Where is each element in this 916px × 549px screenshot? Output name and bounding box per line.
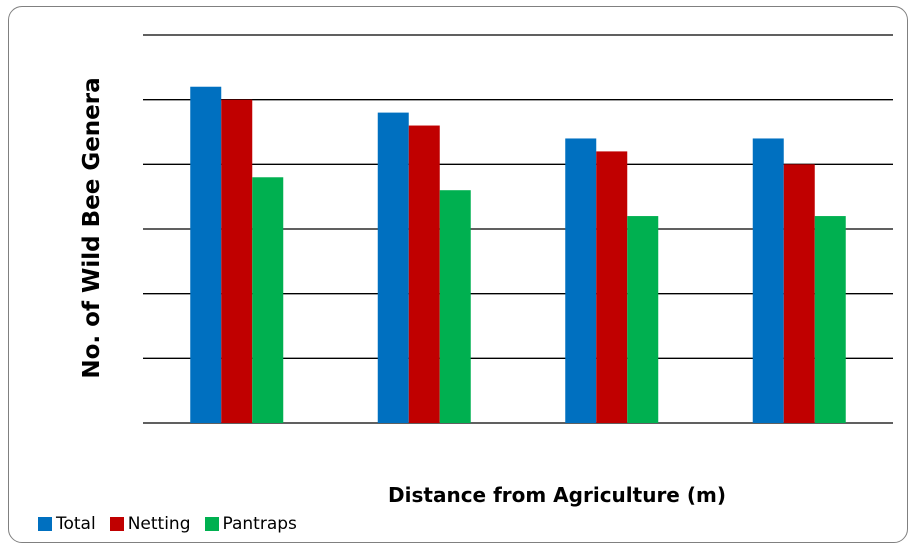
legend-swatch-total [38,517,52,531]
bar-netting-1 [221,99,253,424]
bars [190,86,846,424]
legend-item-pantraps: Pantraps [204,514,297,534]
bar-pantraps-2 [439,190,471,423]
bar-pantraps-3 [627,216,659,423]
legend-item-netting: Netting [109,514,191,534]
legend-label-pantraps: Pantraps [222,514,297,534]
bar-pantraps-4 [814,216,846,423]
legend: Total Netting Pantraps [38,514,297,534]
legend-item-total: Total [38,514,96,534]
legend-swatch-netting [109,517,124,531]
bar-netting-4 [783,164,815,424]
legend-label-total: Total [56,514,96,534]
bar-total-4 [752,138,784,423]
x-axis-label: Distance from Agriculture (m) [388,483,726,507]
bar-total-2 [377,112,409,423]
bar-total-1 [190,86,222,423]
bar-total-3 [565,138,597,423]
bar-pantraps-1 [252,177,284,423]
y-axis-label: No. of Wild Bee Genera [79,77,105,379]
legend-label-netting: Netting [127,514,191,534]
legend-swatch-pantraps [204,517,219,531]
bar-netting-2 [408,125,440,424]
bar-netting-3 [596,151,628,423]
